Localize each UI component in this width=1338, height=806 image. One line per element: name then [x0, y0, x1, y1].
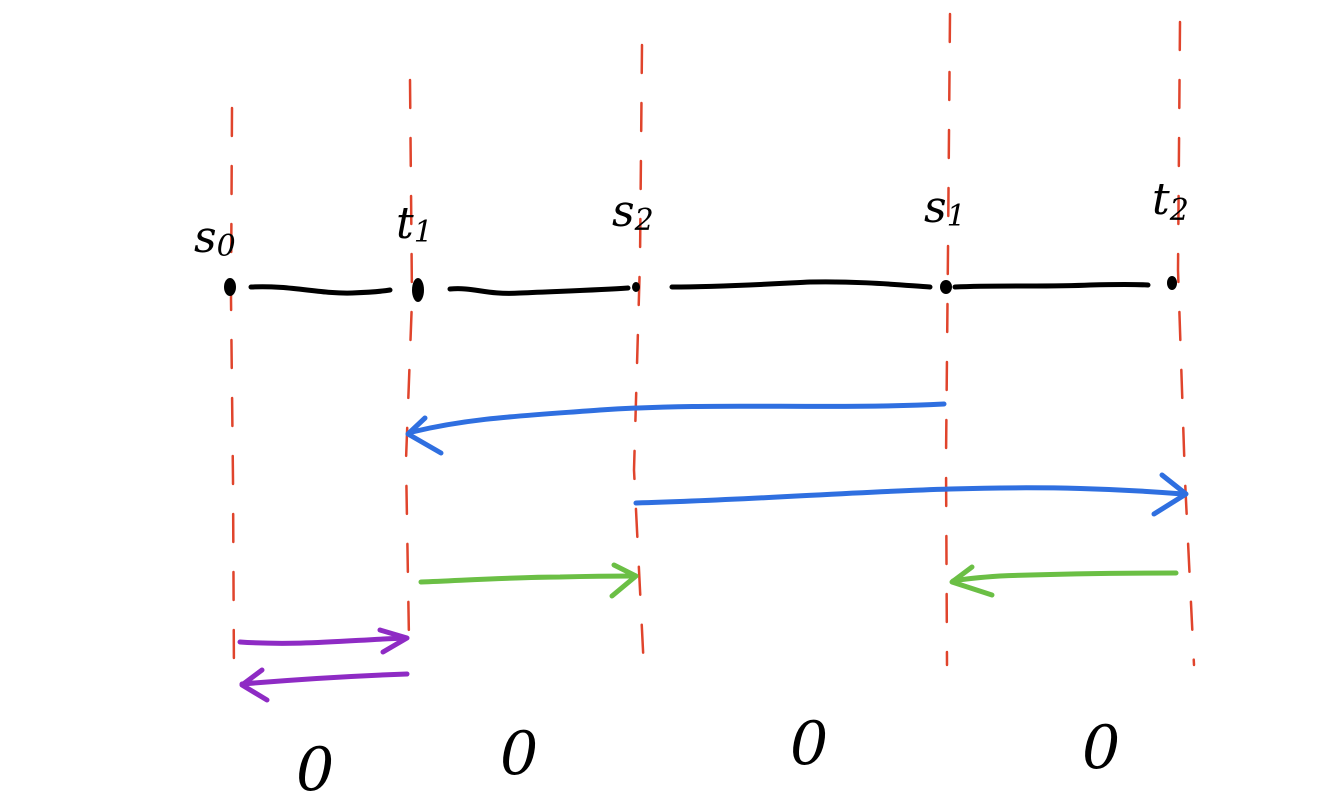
point-labels: s0 t1 s2 s1 t2 [194, 174, 1189, 264]
arrow-purple-s0-to-t1 [237, 635, 409, 646]
segment-values: 0 0 0 0 [296, 709, 1120, 805]
point-dot-s1 [940, 280, 952, 294]
number-line [224, 276, 1177, 302]
arrowhead-green-s2 [609, 562, 639, 599]
guide-line-t2 [1176, 20, 1196, 667]
arrow-green-t1-to-s2 [418, 573, 637, 585]
number-line-segment [447, 285, 631, 296]
point-dot-t2 [1167, 276, 1177, 290]
arrowhead-purple-t1 [377, 627, 410, 655]
arrow-green-t2-to-s1 [950, 570, 1179, 584]
arrowhead-green-s1 [949, 564, 995, 598]
point-dot-t1 [412, 278, 424, 302]
guide-line-s2 [632, 43, 646, 672]
arrow-purple-t1-to-s0 [239, 671, 410, 687]
point-label-t2: t2 [1152, 174, 1189, 228]
point-label-t1: t1 [396, 198, 433, 250]
guide-line-t1 [404, 78, 414, 642]
arrows [237, 401, 1189, 703]
arrow-blue-s1-to-t1 [409, 401, 947, 435]
guide-line-s1 [944, 12, 952, 667]
point-label-s2: s2 [612, 186, 654, 238]
number-line-segment [248, 284, 393, 296]
segment-value-3: 0 [790, 709, 828, 779]
arrowhead-blue-t2 [1151, 472, 1189, 517]
point-label-s1: s1 [924, 182, 966, 234]
segment-value-2: 0 [500, 719, 538, 789]
guide-line-s0 [229, 106, 236, 682]
guide-lines [229, 12, 1196, 682]
arrow-blue-s2-to-t2 [633, 485, 1186, 506]
point-dot-s2 [632, 282, 640, 292]
number-line-segment [669, 279, 933, 290]
point-dot-s0 [224, 278, 236, 296]
segment-value-1: 0 [296, 735, 334, 805]
segment-value-4: 0 [1082, 713, 1120, 783]
point-label-s0: s0 [194, 212, 236, 264]
arrowhead-purple-s0 [239, 667, 270, 703]
number-line-segment [952, 282, 1151, 290]
arrowhead-blue-t1 [405, 415, 444, 456]
